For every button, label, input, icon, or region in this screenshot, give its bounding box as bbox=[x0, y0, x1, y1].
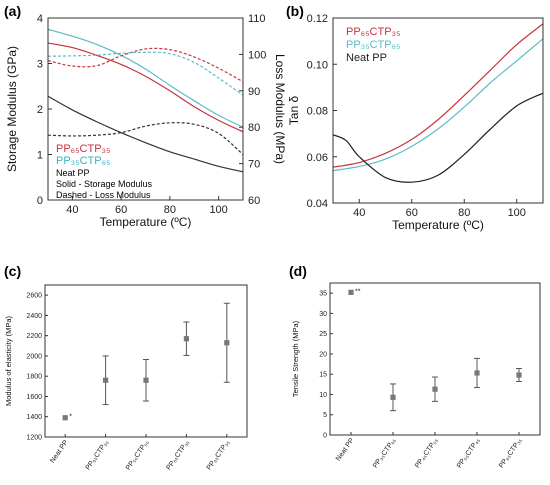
y-tick-label: 2400 bbox=[26, 313, 42, 320]
y-tick-label: 3 bbox=[37, 59, 43, 71]
x-tick-label: 40 bbox=[66, 204, 78, 216]
y-tick-label: 2200 bbox=[26, 333, 42, 340]
panel-a-label: (a) bbox=[4, 3, 21, 19]
data-point bbox=[432, 386, 438, 392]
x-tick-label: PP₅₀CTP₅₀ bbox=[125, 439, 151, 472]
x-axis-title: Temperature (ºC) bbox=[100, 215, 192, 229]
series-line-loss-5 bbox=[47, 122, 244, 155]
significance-marker: ** bbox=[355, 288, 361, 295]
series-line-0 bbox=[332, 23, 544, 168]
y-tick-label: 0.08 bbox=[307, 106, 328, 118]
panel-a: (a) 40 60 80 100 0 1 2 3 4 60 70 80 90 100 110 Temperatu… bbox=[4, 3, 287, 229]
x-tick-label: 100 bbox=[209, 204, 227, 216]
x-tick-label: 100 bbox=[508, 207, 526, 219]
series-line-loss-4 bbox=[47, 51, 244, 96]
y-axis-title: Tan δ bbox=[287, 96, 301, 126]
data-point bbox=[390, 394, 396, 400]
x-tick-label: PP₆₅CTP₃₅ bbox=[206, 439, 232, 472]
panel-d: (d) 0 5 10 15 20 25 30 35 Tensile Strength (MPa) N… bbox=[289, 263, 541, 470]
y-tick-label: 0 bbox=[323, 433, 327, 440]
legend-entry: Neat PP bbox=[56, 168, 90, 178]
y-tick-label: 2600 bbox=[26, 293, 42, 300]
y2-tick-label: 90 bbox=[248, 86, 260, 98]
y-tick-label: 2 bbox=[37, 104, 43, 116]
x-tick-label: PP₃₅CTP₆₅ bbox=[372, 437, 398, 470]
y2-tick-label: 80 bbox=[248, 122, 260, 134]
y-tick-label: 0.10 bbox=[307, 59, 328, 71]
panel-d-label: (d) bbox=[289, 263, 307, 279]
x-tick-label: 40 bbox=[353, 207, 365, 219]
series-line-1 bbox=[332, 38, 544, 172]
y-tick-label: 2000 bbox=[26, 353, 42, 360]
x-tick-label: 80 bbox=[458, 207, 470, 219]
data-point bbox=[224, 340, 230, 346]
data-point bbox=[143, 377, 149, 383]
legend-entry: Dashed - Loss Modulus bbox=[56, 190, 151, 200]
x-tick-label: PP₄₅CTP₅₅ bbox=[414, 437, 440, 470]
y-tick-label: 5 bbox=[323, 412, 327, 419]
y-tick-label: 0 bbox=[37, 195, 43, 207]
x-axis-title: Temperature (ºC) bbox=[392, 218, 484, 232]
y2-axis-title: Loss Modulus (MPa) bbox=[273, 54, 287, 164]
y-tick-label: 1200 bbox=[26, 435, 42, 442]
x-tick-label: Neat PP bbox=[49, 439, 70, 465]
y-axis-title: Tensile Strength (MPa) bbox=[291, 320, 300, 397]
data-point bbox=[516, 372, 522, 378]
series-line-storage-1 bbox=[47, 28, 244, 128]
y-tick-label: 1600 bbox=[26, 394, 42, 401]
y-tick-label: 1800 bbox=[26, 374, 42, 381]
x-tick-label: Neat PP bbox=[335, 437, 356, 463]
y-tick-label: 35 bbox=[319, 291, 327, 298]
data-point bbox=[103, 377, 109, 383]
series-line-loss-3 bbox=[47, 47, 244, 83]
y-tick-label: 1 bbox=[37, 150, 43, 162]
legend-entry: PP₃₅CTP₆₅ bbox=[56, 155, 110, 167]
x-tick-label: PP₅₅CTP₄₅ bbox=[456, 437, 482, 470]
panel-b-label: (b) bbox=[286, 3, 304, 19]
series-line-2 bbox=[332, 92, 544, 183]
x-tick-label: 80 bbox=[164, 204, 176, 216]
legend-entry: Neat PP bbox=[346, 52, 387, 64]
y2-tick-label: 60 bbox=[248, 195, 260, 207]
x-tick-label: PP₆₅CTP₃₅ bbox=[498, 437, 524, 470]
y-tick-label: 4 bbox=[37, 13, 43, 25]
series-line-storage-0 bbox=[47, 42, 244, 133]
x-tick-label: 60 bbox=[115, 204, 127, 216]
x-tick-label: PP₆₅CTP₃₅ bbox=[165, 439, 191, 472]
significance-marker: * bbox=[69, 414, 72, 421]
y-tick-label: 1400 bbox=[26, 414, 42, 421]
data-point bbox=[348, 289, 354, 295]
y-tick-label: 0.04 bbox=[307, 198, 328, 210]
legend-entry: PP₆₅CTP₃₅ bbox=[346, 26, 400, 38]
plot-frame-d bbox=[329, 282, 541, 436]
data-point bbox=[474, 370, 480, 376]
legend-entry: Solid - Storage Modulus bbox=[56, 179, 153, 189]
y-axis-title: Modulus of elasticity (MPa) bbox=[4, 315, 13, 406]
y-tick-label: 20 bbox=[319, 351, 327, 358]
panel-c: (c) 1200 1400 1600 1800 2000 2200 2400 2600 Modul… bbox=[4, 263, 248, 472]
x-tick-label: 60 bbox=[406, 207, 418, 219]
legend-entry: PP₃₅CTP₆₅ bbox=[346, 39, 400, 51]
panel-b: (b) 40 60 80 100 0.04 0.06 0.08 0.10 0.12 Temperat… bbox=[286, 3, 544, 232]
data-point bbox=[183, 336, 189, 342]
y-tick-label: 25 bbox=[319, 331, 327, 338]
y-tick-label: 0.12 bbox=[307, 13, 328, 25]
y-tick-label: 30 bbox=[319, 311, 327, 318]
y2-tick-label: 100 bbox=[248, 49, 266, 61]
panel-c-label: (c) bbox=[4, 263, 21, 279]
y2-tick-label: 110 bbox=[248, 13, 266, 25]
legend-entry: PP₆₅CTP₃₅ bbox=[56, 143, 110, 155]
y-tick-label: 15 bbox=[319, 372, 327, 379]
y-axis-title: Storage Modulus (GPa) bbox=[5, 46, 19, 172]
data-point bbox=[62, 415, 68, 421]
y-tick-label: 0.06 bbox=[307, 152, 328, 164]
y-tick-label: 10 bbox=[319, 392, 327, 399]
x-tick-label: PP₆₅CTP₃₅ bbox=[85, 439, 111, 472]
series-line-storage-2 bbox=[47, 95, 244, 173]
y2-tick-label: 70 bbox=[248, 159, 260, 171]
